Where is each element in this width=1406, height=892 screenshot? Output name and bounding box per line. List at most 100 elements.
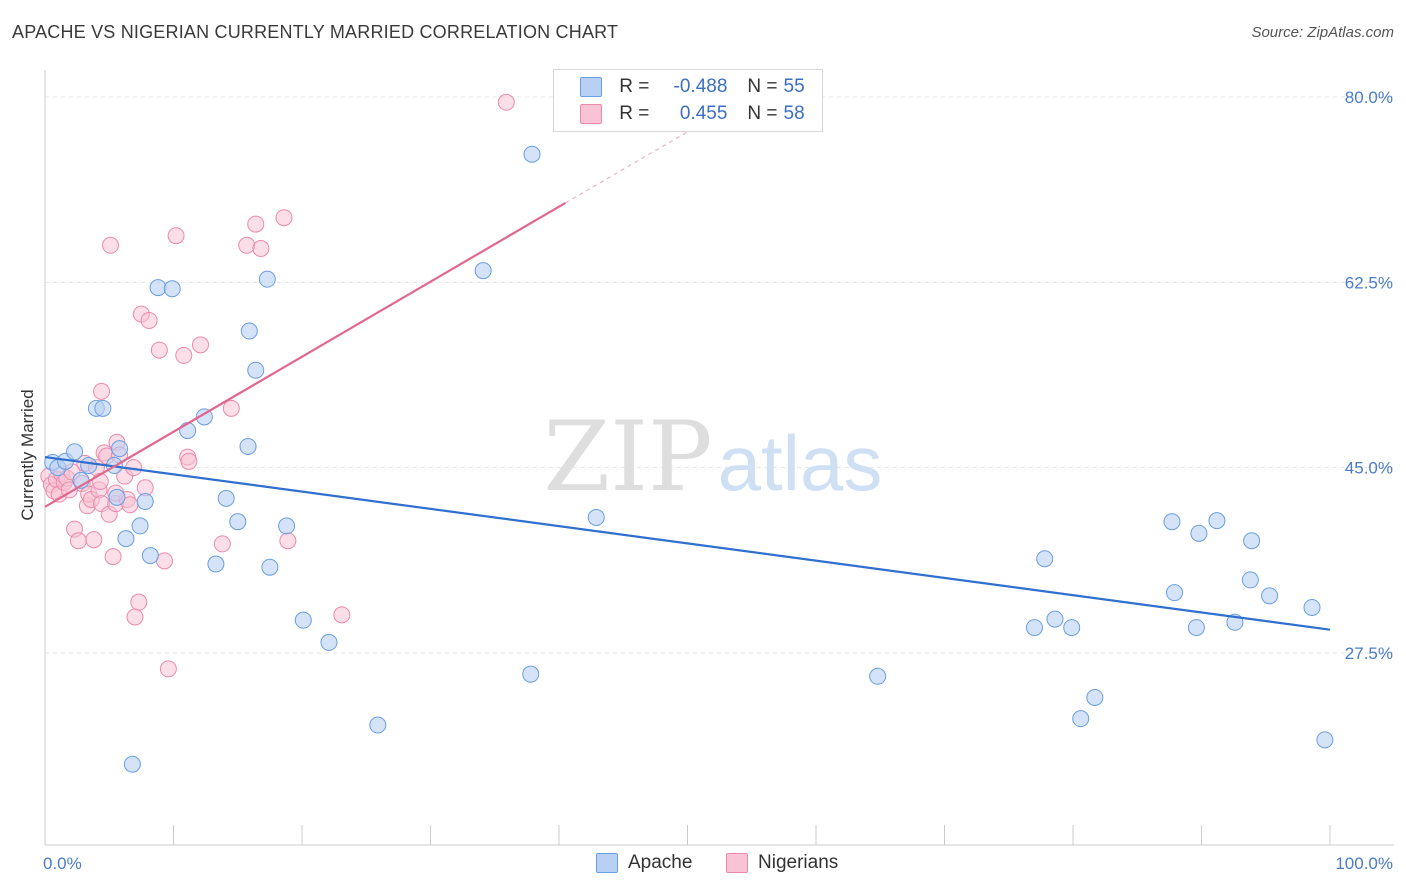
nigerian-point <box>252 239 270 257</box>
apache-point <box>278 517 296 535</box>
nigerian-point <box>159 660 177 678</box>
watermark: ZIP atlas <box>543 401 882 513</box>
nigerian-point <box>69 532 87 550</box>
apache-point <box>869 667 887 685</box>
apache-n-label: N = <box>747 76 778 97</box>
nigerian-point <box>175 346 193 364</box>
apache-point <box>522 665 540 683</box>
apache-trend-line <box>44 455 1331 631</box>
apache-point <box>1187 619 1205 637</box>
nigerian-point <box>191 336 209 354</box>
apache-point <box>1241 571 1259 589</box>
watermark-atlas: atlas <box>718 419 883 507</box>
apache-point <box>108 488 126 506</box>
apache-point <box>587 508 605 526</box>
watermark-zip: ZIP <box>543 401 712 513</box>
apache-point <box>80 457 98 475</box>
nigerians-r-label: R = <box>619 103 650 124</box>
legend-row-nigerians: R = 0.455 N = 58 <box>580 102 805 126</box>
nigerian-point <box>104 548 122 566</box>
nigerian-trend-line <box>44 201 566 508</box>
nigerian-point <box>497 93 515 111</box>
nigerian-point <box>279 532 297 550</box>
nigerians-n-label: N = <box>747 103 778 124</box>
apache-point <box>163 280 181 298</box>
nigerian-trend-extension <box>565 131 688 204</box>
apache-point <box>1163 513 1181 531</box>
apache-point <box>66 443 84 461</box>
bottom-legend-nigerians: Nigerians <box>726 852 838 874</box>
nigerian-point <box>126 608 144 626</box>
x-tick-label: 100.0% <box>1335 854 1393 873</box>
nigerian-point <box>238 236 256 254</box>
apache-point <box>1261 587 1279 605</box>
apache-point <box>294 611 312 629</box>
apache-points <box>44 145 1334 773</box>
apache-r-label: R = <box>619 76 650 97</box>
chart-title: APACHE VS NIGERIAN CURRENTLY MARRIED COR… <box>12 22 619 42</box>
apache-point <box>179 422 197 440</box>
nigerian-point <box>247 215 265 233</box>
apache-point <box>217 489 235 507</box>
apache-point <box>258 270 276 288</box>
apache-point <box>1072 710 1090 728</box>
apache-point <box>117 530 135 548</box>
y-tick-labels: 27.5% 45.0% 62.5% 80.0% <box>1345 88 1393 663</box>
apache-point <box>195 408 213 426</box>
apache-point <box>1166 584 1184 602</box>
apache-point <box>1036 550 1054 568</box>
nigerian-point <box>213 535 231 553</box>
apache-point <box>111 440 129 458</box>
apache-point <box>1190 524 1208 542</box>
apache-point <box>149 279 167 297</box>
x-tick-label: 0.0% <box>43 854 82 873</box>
nigerian-point <box>85 531 103 549</box>
apache-point <box>1025 619 1043 637</box>
y-tick-label: 45.0% <box>1345 459 1393 478</box>
apache-point <box>240 322 258 340</box>
apache-point <box>261 558 279 576</box>
nigerian-point <box>180 452 198 470</box>
nigerian-point <box>222 399 240 417</box>
nigerians-n-value: 58 <box>783 103 805 124</box>
apache-point <box>369 716 387 734</box>
apache-point <box>247 361 265 379</box>
apache-point <box>474 262 492 280</box>
apache-point <box>207 555 225 573</box>
apache-point <box>239 437 257 455</box>
nigerian-point <box>333 606 351 624</box>
apache-point <box>94 399 112 417</box>
apache-point <box>1243 532 1261 550</box>
nigerian-point <box>167 227 185 245</box>
nigerian-point <box>140 311 158 329</box>
apache-r-value: -0.488 <box>673 76 728 97</box>
y-tick-label: 80.0% <box>1345 88 1393 107</box>
apache-point <box>523 145 541 163</box>
trend-lines <box>44 131 1331 631</box>
apache-point <box>136 493 154 511</box>
bottom-apache-swatch <box>596 852 618 873</box>
nigerians-r-value: 0.455 <box>679 103 728 124</box>
apache-point <box>1086 688 1104 706</box>
apache-point <box>1208 512 1226 530</box>
bottom-legend-apache: Apache <box>596 852 692 874</box>
apache-point <box>320 633 338 651</box>
apache-point <box>229 513 247 531</box>
gridlines <box>45 96 1394 654</box>
nigerian-point <box>102 236 120 254</box>
x-tick-labels: 0.0% 100.0% <box>43 854 1393 873</box>
nigerian-point <box>156 552 174 570</box>
apache-point <box>1316 731 1334 749</box>
apache-point <box>1063 619 1081 637</box>
legend-row-apache: R = -0.488 N = 55 <box>580 75 805 99</box>
bottom-nigerians-label: Nigerians <box>758 852 839 873</box>
apache-point <box>1046 610 1064 628</box>
apache-point <box>141 547 159 565</box>
apache-point <box>131 517 149 535</box>
nigerians-points <box>40 93 515 678</box>
nigerians-swatch <box>580 103 602 124</box>
chart-source: Source: ZipAtlas.com <box>1251 24 1394 41</box>
y-tick-label: 27.5% <box>1345 644 1393 663</box>
bottom-nigerians-swatch <box>726 852 748 873</box>
